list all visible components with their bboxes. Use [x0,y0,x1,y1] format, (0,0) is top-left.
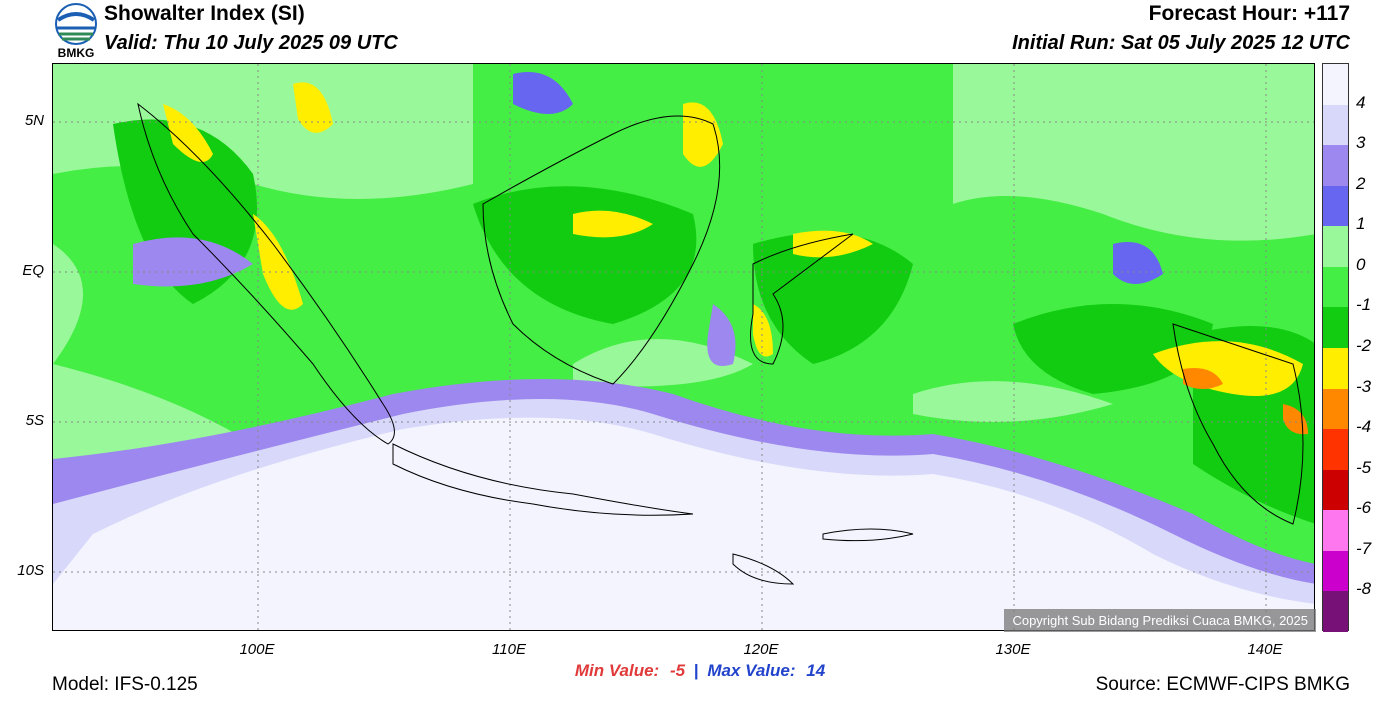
colorbar-segment [1323,64,1348,105]
lat-label-10s: 10S [17,562,44,579]
data-source: Source: ECMWF-CIPS BMKG [1095,674,1350,695]
lat-label-5n: 5N [24,112,44,129]
initial-run: Initial Run: Sat 05 July 2025 12 UTC [1012,32,1350,54]
colorbar [1322,63,1349,632]
colorbar-segment [1323,185,1348,227]
chart-title: Showalter Index (SI) [104,2,305,25]
map-panel[interactable] [52,63,1315,631]
colorbar-segment [1323,469,1348,511]
colorbar-segment [1323,266,1348,308]
lon-label-140e: 140E [1247,641,1283,658]
lon-label-120e: 120E [743,641,779,658]
colorbar-label: 1 [1356,214,1366,234]
colorbar-label: 3 [1356,133,1366,153]
lat-label-eq: EQ [22,262,44,279]
colorbar-segment [1323,510,1348,551]
colorbar-label: -7 [1356,538,1372,558]
colorbar-label: -3 [1356,376,1372,396]
colorbar-label: -2 [1356,336,1372,355]
bmkg-logo: BMKG [52,2,100,60]
colorbar-segment [1323,104,1348,146]
colorbar-segment [1323,145,1348,186]
colorbar-label: -4 [1356,417,1372,437]
min-max-separator: | [693,661,699,680]
logo-text: BMKG [57,46,95,60]
showalter-field [53,64,1314,630]
colorbar-label: 2 [1356,173,1366,193]
colorbar-segment [1323,347,1348,389]
lat-label-5s: 5S [25,412,44,429]
colorbar-segment [1323,388,1348,430]
bmkg-logo-icon [55,3,97,45]
colorbar-segment [1323,429,1348,470]
colorbar-segment [1323,307,1348,348]
copyright-notice: Copyright Sub Bidang Prediksi Cuaca BMKG… [1004,609,1316,632]
colorbar-label: -5 [1356,457,1372,477]
model-name: Model: IFS-0.125 [52,674,198,695]
lon-label-110e: 110E [492,641,526,658]
colorbar-segment [1323,550,1348,592]
max-value: 14 [806,661,826,680]
colorbar-label: -8 [1356,579,1372,599]
colorbar-label: -1 [1356,295,1372,315]
max-label: Max Value: [707,661,796,680]
min-max-values: Min Value: -5 | Max Value: 14 [0,661,1400,681]
colorbar-segment [1323,591,1348,632]
min-label: Min Value: [574,661,660,680]
min-value: -5 [669,661,686,680]
lon-label-130e: 130E [995,641,1031,658]
valid-time: Valid: Thu 10 July 2025 09 UTC [104,32,398,54]
lon-label-100e: 100E [239,641,275,658]
colorbar-label: 4 [1356,92,1366,112]
colorbar-segment [1323,226,1348,267]
forecast-hour: Forecast Hour: +117 [1148,2,1350,25]
colorbar-label: 0 [1356,254,1366,274]
colorbar-label: -6 [1356,498,1372,518]
